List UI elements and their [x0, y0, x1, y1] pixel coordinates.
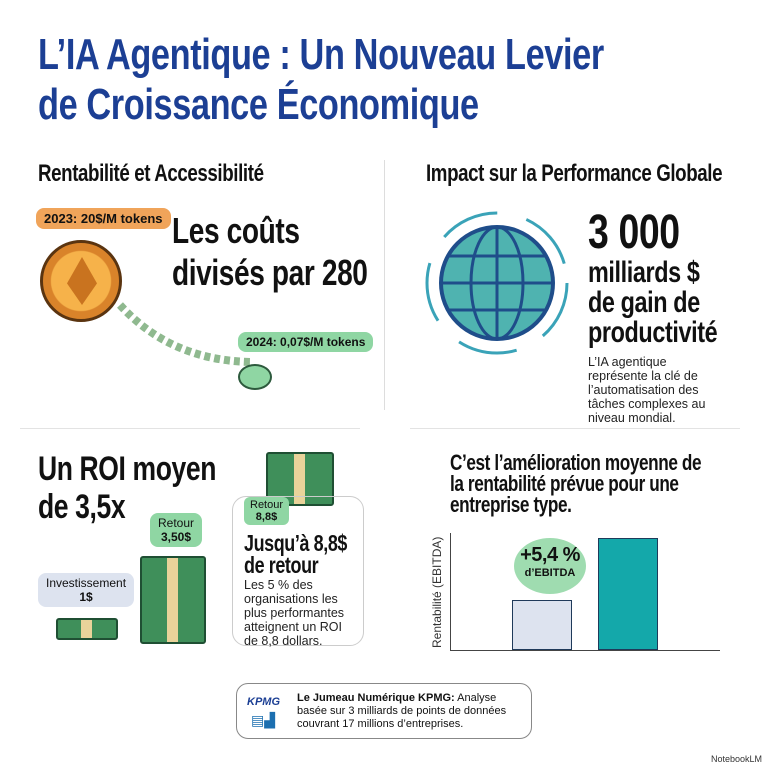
top-description: Les 5 % des organisations les plus perfo… — [244, 578, 345, 648]
top-return-tag: Retour 8,8$ — [244, 497, 290, 525]
divider — [410, 428, 740, 429]
invest-tag: Investissement 1$ — [38, 573, 135, 607]
ebitda-heading: C’est l’amélioration moyenne de la renta… — [450, 450, 702, 517]
notebooklm-brand: NotebookLM — [710, 754, 762, 764]
divider — [384, 160, 385, 410]
impact-description: L’IA agentique représente la clé de l’au… — [588, 355, 706, 425]
tag-2024: 2024: 0,07$/M tokens — [238, 332, 374, 352]
source-text: Le Jumeau Numérique KPMG: Analyse basée … — [297, 692, 507, 730]
tag-2023: 2023: 20$/M tokens — [36, 208, 171, 229]
section-heading-cost: Rentabilité et Accessibilité — [38, 160, 264, 187]
impact-value: 3 000 — [588, 206, 680, 259]
coin-2023-icon — [40, 240, 122, 322]
source-card: KPMG ▤▟ Le Jumeau Numérique KPMG: Analys… — [236, 683, 532, 739]
trend-path-icon — [117, 302, 251, 366]
kpmg-logo: KPMG — [247, 696, 280, 708]
impact-text: milliards $ de gain de productivité — [588, 256, 718, 349]
coin-2024-icon — [238, 364, 272, 390]
section-heading-impact: Impact sur la Performance Globale — [426, 160, 723, 187]
cash-small-icon — [56, 618, 118, 640]
roi-heading: Un ROI moyen de 3,5x — [38, 450, 217, 526]
return-tag: Retour 3,50$ — [150, 513, 203, 547]
cost-headline: Les coûts divisés par 280 — [172, 210, 368, 293]
top-performers-callout — [232, 496, 364, 646]
divider — [20, 428, 360, 429]
globe-icon — [425, 211, 569, 355]
y-axis-label: Rentabilité (EBITDA) — [430, 536, 444, 648]
y-axis — [450, 533, 451, 651]
ebitda-badge: +5,4 % d’EBITDA — [514, 538, 586, 594]
cash-stack-icon — [140, 556, 206, 644]
x-axis — [450, 650, 720, 651]
data-chart-icon: ▤▟ — [251, 712, 275, 728]
bar-avant — [512, 600, 572, 650]
top-headline: Jusqu’à 8,8$ de retour — [244, 530, 348, 578]
page-title: L’IA Agentique : Un Nouveau Levier de Cro… — [38, 30, 604, 129]
bar-après — [598, 538, 658, 650]
